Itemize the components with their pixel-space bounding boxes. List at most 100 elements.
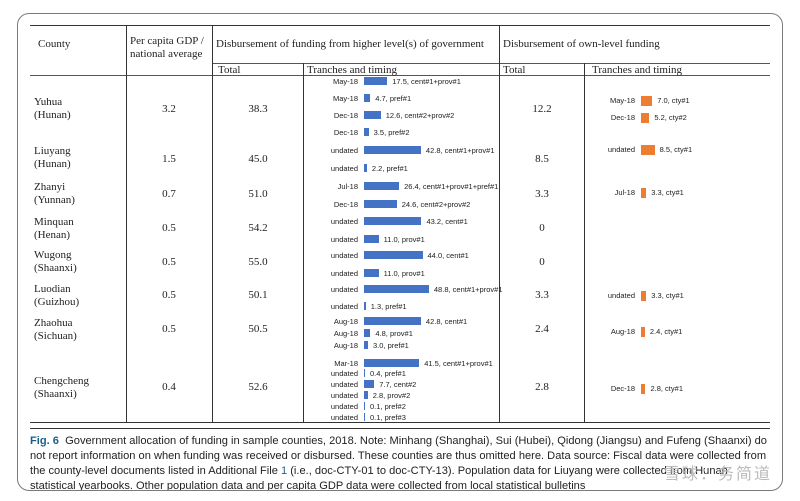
- tranche-bar: [364, 235, 379, 243]
- tranche-timing-label: May-18: [332, 77, 358, 86]
- tranche-value-label: 0.1, pref#3: [370, 413, 406, 422]
- tranche-bar: [641, 96, 653, 106]
- tranche-value-label: 41.5, cent#1+prov#1: [424, 359, 493, 368]
- additional-file-link[interactable]: 1: [280, 465, 288, 477]
- gdp-value: 0.5: [162, 256, 176, 268]
- tranche-timing-label: Dec-18: [610, 113, 635, 122]
- tranche-bar: [364, 111, 381, 119]
- tranche-bar: [641, 113, 650, 123]
- own-total: 0: [539, 222, 545, 234]
- tranche-timing-label: undated: [330, 285, 358, 294]
- caption-text-cont: (i.e., doc-CTY-01 to doc-CTY-13). Popula…: [30, 465, 728, 491]
- tranche-bar: [364, 251, 423, 259]
- tranche-bar: [641, 145, 655, 155]
- figure-frame: County Per capita GDP / national average…: [17, 13, 783, 491]
- tranche-bar: [364, 94, 371, 102]
- tranche-bar: [364, 285, 429, 293]
- caption-rule: [30, 428, 770, 429]
- tranche-bar: [364, 359, 420, 367]
- tranche-timing-label: Aug-18: [333, 341, 358, 350]
- tranche-timing-label: Jul-18: [337, 182, 358, 191]
- tranche-bar: [641, 188, 647, 198]
- tranche-bar: [364, 329, 371, 337]
- tranche-timing-label: Jul-18: [614, 188, 635, 197]
- tranche-value-label: 44.0, cent#1: [427, 251, 469, 260]
- tranche-bar: [364, 402, 365, 410]
- higher-total: 38.3: [248, 103, 268, 115]
- tranche-value-label: 42.8, cent#1: [425, 317, 468, 326]
- tranche-bar: [364, 182, 400, 190]
- own-total: 2.8: [535, 381, 549, 393]
- county-name: Minquan: [34, 216, 74, 228]
- tranche-bar: [364, 200, 397, 208]
- table-top-rule: [30, 25, 770, 26]
- header-own-total: Total: [503, 64, 526, 76]
- tranche-timing-label: undated: [330, 164, 358, 173]
- higher-total: 54.2: [248, 222, 268, 234]
- col-divider: [212, 25, 213, 422]
- tranche-timing-label: Dec-18: [333, 200, 358, 209]
- tranche-value-label: 43.2, cent#1: [426, 217, 468, 226]
- tranche-timing-label: undated: [330, 235, 358, 244]
- tranche-value-label: 7.7, cent#2: [379, 380, 417, 389]
- gdp-value: 1.5: [162, 153, 176, 165]
- tranche-timing-label: Aug-18: [333, 317, 358, 326]
- county-name: Yuhua: [34, 96, 63, 108]
- tranche-bar: [364, 369, 365, 377]
- tranche-bar: [364, 77, 388, 85]
- header-gdp-line2: national average: [130, 48, 203, 60]
- tranche-value-label: 2.8, prov#2: [372, 391, 411, 400]
- tranche-value-label: 26.4, cent#1+prov#1+pref#1: [404, 182, 499, 191]
- higher-total: 50.1: [248, 289, 268, 301]
- col-divider: [126, 25, 127, 422]
- county-name: Zhanyi: [34, 181, 66, 193]
- county-name: Luodian: [34, 283, 71, 295]
- tranche-value-label: 4.7, pref#1: [375, 94, 412, 103]
- gdp-value: 0.5: [162, 289, 176, 301]
- header-bottom-rule: [30, 75, 770, 76]
- figure-caption: Fig. 6 Government allocation of funding …: [30, 434, 772, 491]
- tranche-value-label: 5.2, cty#2: [654, 113, 687, 122]
- tranche-timing-label: May-18: [332, 94, 358, 103]
- gdp-value: 3.2: [162, 103, 176, 115]
- tranche-value-label: 8.5, cty#1: [659, 145, 693, 154]
- tranche-value-label: 3.3, cty#1: [651, 188, 684, 197]
- tranche-value-label: 42.8, cent#1+prov#1: [425, 146, 495, 155]
- header-higher-group: Disbursement of funding from higher leve…: [216, 38, 484, 50]
- tranche-bar: [364, 217, 422, 225]
- tranche-bar: [364, 269, 379, 277]
- tranche-timing-label: undated: [330, 391, 358, 400]
- tranche-timing-label: undated: [330, 302, 358, 311]
- own-total: 12.2: [532, 103, 552, 115]
- tranche-value-label: 7.0, cty#1: [657, 96, 690, 105]
- county-province: (Yunnan): [34, 194, 75, 206]
- watermark: 雪球：务简道: [663, 464, 772, 483]
- tranche-bar: [364, 391, 368, 399]
- tranche-timing-label: Dec-18: [333, 111, 358, 120]
- county-province: (Henan): [34, 229, 71, 241]
- tranche-value-label: 0.1, pref#2: [370, 402, 406, 411]
- tranche-bar: [364, 164, 367, 172]
- tranche-timing-label: undated: [330, 413, 358, 422]
- tranche-timing-label: Dec-18: [333, 128, 358, 137]
- tranche-value-label: 2.2, pref#1: [371, 164, 408, 173]
- header-county: County: [38, 38, 71, 50]
- tranche-timing-label: undated: [330, 217, 358, 226]
- tranche-bar: [364, 128, 369, 136]
- tranche-timing-label: undated: [330, 380, 358, 389]
- header-own-group: Disbursement of own-level funding: [503, 38, 660, 50]
- tranche-bar: [364, 302, 366, 310]
- county-name: Liuyang: [34, 145, 71, 157]
- tranche-bar: [641, 291, 647, 301]
- own-total: 3.3: [535, 289, 549, 301]
- tranche-value-label: 3.0, pref#1: [372, 341, 409, 350]
- tranche-value-label: 0.4, pref#1: [370, 369, 406, 378]
- tranche-bar: [364, 317, 421, 325]
- own-total: 3.3: [535, 188, 549, 200]
- tranche-timing-label: May-18: [609, 96, 635, 105]
- data-table: County Per capita GDP / national average…: [30, 25, 770, 423]
- header-higher-tranches: Tranches and timing: [307, 64, 398, 76]
- gdp-value: 0.5: [162, 323, 176, 335]
- table-bottom-rule: [30, 422, 770, 423]
- county-name: Chengcheng: [34, 375, 89, 387]
